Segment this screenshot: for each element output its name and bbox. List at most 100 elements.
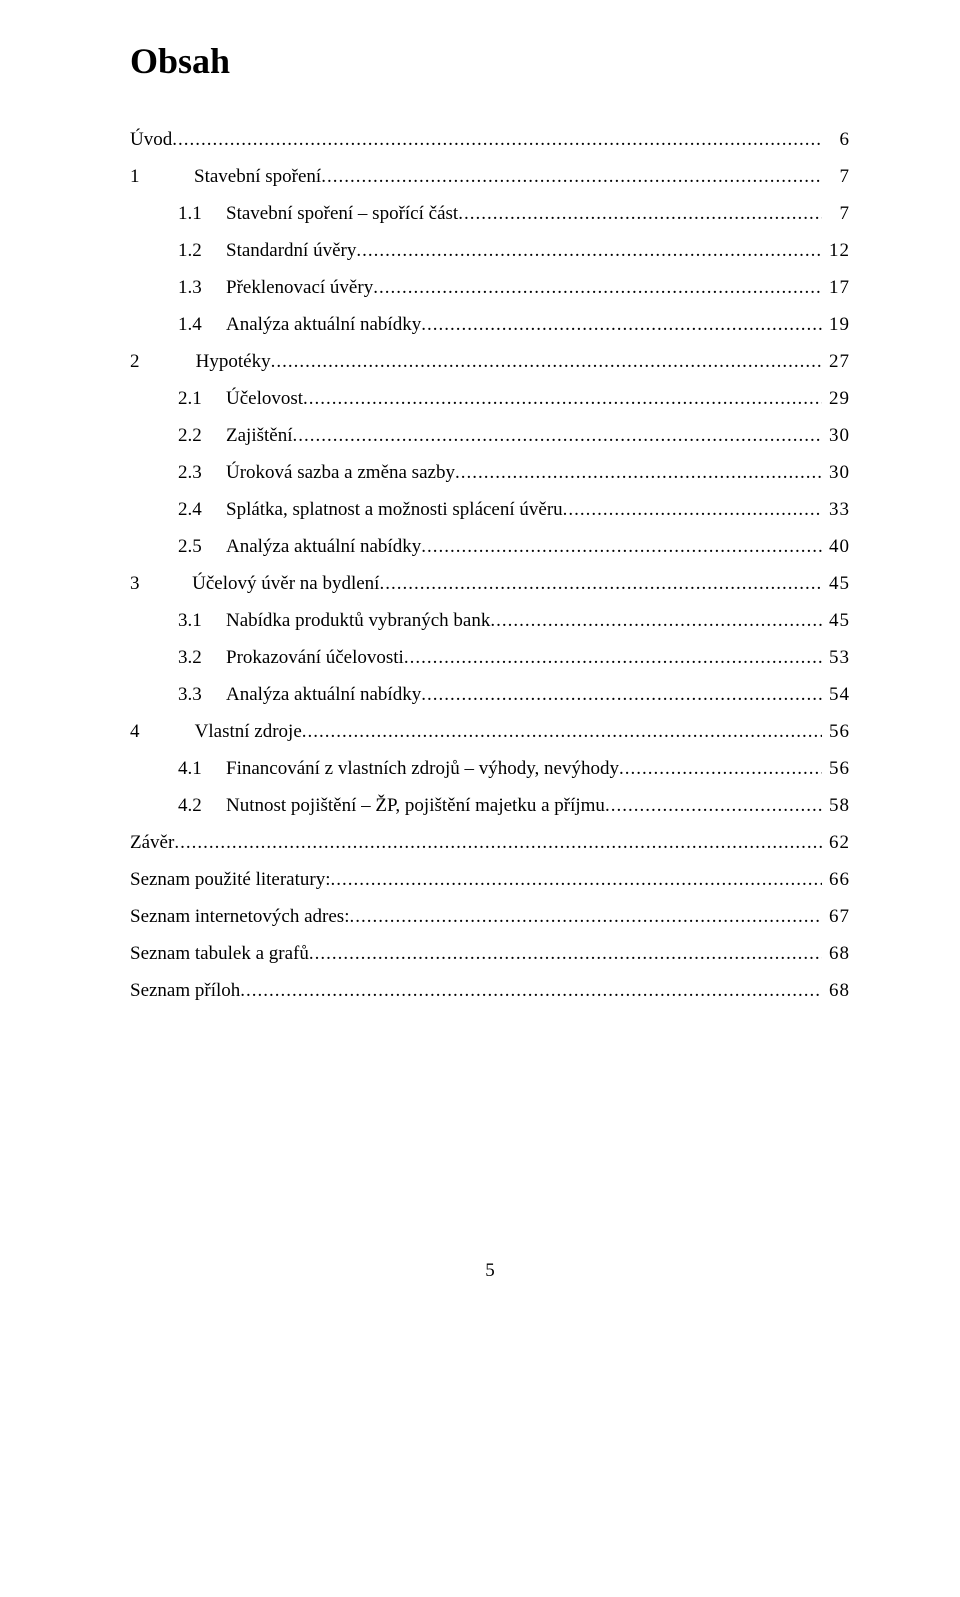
toc-entry-number: 2: [130, 352, 178, 371]
toc-entry-number: 4.1: [178, 759, 226, 778]
toc-leader: [563, 500, 822, 519]
toc-leader: [303, 389, 822, 408]
toc-entry-page: 6: [822, 130, 850, 149]
toc-entry-number: 1.1: [178, 204, 226, 223]
toc-leader: [421, 537, 822, 556]
toc-leader: [240, 981, 822, 1000]
toc-leader: [421, 315, 822, 334]
toc-leader: [271, 352, 822, 371]
toc-entry-number: 3.3: [178, 685, 226, 704]
toc-leader: [292, 426, 822, 445]
page-title: Obsah: [130, 40, 850, 82]
toc-entry-text: Prokazování účelovosti: [226, 648, 404, 667]
toc-entry-text: Seznam internetových adres:: [130, 907, 349, 926]
toc-entry-number: 1.4: [178, 315, 226, 334]
toc-row: 4.2Nutnost pojištění – ŽP, pojištění maj…: [130, 796, 850, 815]
toc-entry-number: 1.3: [178, 278, 226, 297]
toc-entry-page: 62: [822, 833, 850, 852]
toc-row: 2.4Splátka, splatnost a možnosti splácen…: [130, 500, 850, 519]
toc-entry-page: 12: [822, 241, 850, 260]
toc-entry-page: 17: [822, 278, 850, 297]
toc-entry-page: 56: [822, 722, 850, 741]
toc-entry-text: Nutnost pojištění – ŽP, pojištění majetk…: [226, 796, 605, 815]
toc-entry-page: 27: [822, 352, 850, 371]
toc-leader: [379, 574, 822, 593]
toc-entry-text: Financování z vlastních zdrojů – výhody,…: [226, 759, 619, 778]
toc-entry-text: Seznam použité literatury:: [130, 870, 330, 889]
toc-leader: [349, 907, 822, 926]
toc-row: 3.1Nabídka produktů vybraných bank 45: [130, 611, 850, 630]
toc-entry-text: Analýza aktuální nabídky: [226, 685, 421, 704]
toc-entry-number: 4.2: [178, 796, 226, 815]
toc-leader: [619, 759, 822, 778]
toc-leader: [172, 130, 822, 149]
toc-entry-page: 7: [822, 167, 850, 186]
toc-row: 1 Stavební spoření 7: [130, 167, 850, 186]
toc-entry-page: 58: [822, 796, 850, 815]
toc-entry-text: Seznam příloh: [130, 981, 240, 1000]
toc-entry-text: Zajištění: [226, 426, 292, 445]
toc-entry-text: Analýza aktuální nabídky: [226, 315, 421, 334]
toc-entry-page: 56: [822, 759, 850, 778]
toc-entry-page: 66: [822, 870, 850, 889]
toc-entry-page: 53: [822, 648, 850, 667]
toc-entry-page: 33: [822, 500, 850, 519]
toc-leader: [321, 167, 822, 186]
toc-leader: [302, 722, 822, 741]
toc-entry-number: 4: [130, 722, 178, 741]
toc-row: 4.1Financování z vlastních zdrojů – výho…: [130, 759, 850, 778]
toc-entry-text: Standardní úvěry: [226, 241, 356, 260]
toc-entry-text: Splátka, splatnost a možnosti splácení ú…: [226, 500, 563, 519]
toc-entry-page: 7: [822, 204, 850, 223]
toc-row: Seznam tabulek a grafů 68: [130, 944, 850, 963]
toc-leader: [404, 648, 822, 667]
toc-entry-text: Nabídka produktů vybraných bank: [226, 611, 490, 630]
toc-row: 2.5Analýza aktuální nabídky 40: [130, 537, 850, 556]
toc-entry-text: Stavební spoření – spořící část: [226, 204, 458, 223]
toc-row: 3.3Analýza aktuální nabídky 54: [130, 685, 850, 704]
toc-leader: [421, 685, 822, 704]
toc-row: 1.3Překlenovací úvěry17: [130, 278, 850, 297]
toc-entry-number: 2.5: [178, 537, 226, 556]
toc-leader: [455, 463, 822, 482]
page-number: 5: [130, 1260, 850, 1282]
toc-entry-number: 2.1: [178, 389, 226, 408]
toc-leader: [458, 204, 822, 223]
toc-row: Seznam internetových adres:67: [130, 907, 850, 926]
table-of-contents: Úvod6 1 Stavební spoření 7 1.1Stavební spoře…: [130, 130, 850, 1000]
toc-entry-page: 54: [822, 685, 850, 704]
toc-row: 2.2Zajištění30: [130, 426, 850, 445]
toc-entry-text: Závěr: [130, 833, 174, 852]
toc-entry-page: 45: [822, 574, 850, 593]
toc-row: Úvod6: [130, 130, 850, 149]
toc-row: 1.4Analýza aktuální nabídky 19: [130, 315, 850, 334]
toc-entry-number: 3.2: [178, 648, 226, 667]
toc-entry-page: 30: [822, 463, 850, 482]
toc-entry-text: Úroková sazba a změna sazby: [226, 463, 455, 482]
toc-leader: [605, 796, 822, 815]
toc-leader: [373, 278, 822, 297]
toc-leader: [174, 833, 822, 852]
toc-entry-text: Hypotéky: [196, 352, 271, 371]
toc-row: 3Účelový úvěr na bydlení45: [130, 574, 850, 593]
toc-row: Seznam použité literatury: 66: [130, 870, 850, 889]
toc-entry-page: 40: [822, 537, 850, 556]
toc-row: 2.1Účelovost29: [130, 389, 850, 408]
toc-entry-page: 68: [822, 944, 850, 963]
toc-entry-number: 2.3: [178, 463, 226, 482]
toc-entry-page: 30: [822, 426, 850, 445]
toc-entry-number: 3.1: [178, 611, 226, 630]
toc-entry-number: 1: [130, 167, 178, 186]
toc-entry-text: Analýza aktuální nabídky: [226, 537, 421, 556]
toc-entry-number: 3: [130, 574, 178, 593]
toc-row: 4Vlastní zdroje56: [130, 722, 850, 741]
toc-entry-page: 45: [822, 611, 850, 630]
toc-entry-text: Seznam tabulek a grafů: [130, 944, 309, 963]
toc-leader: [356, 241, 822, 260]
toc-entry-text: Stavební spoření: [194, 167, 321, 186]
toc-entry-page: 68: [822, 981, 850, 1000]
toc-leader: [309, 944, 822, 963]
toc-entry-number: 1.2: [178, 241, 226, 260]
toc-entry-number: 2.4: [178, 500, 226, 519]
toc-entry-page: 19: [822, 315, 850, 334]
